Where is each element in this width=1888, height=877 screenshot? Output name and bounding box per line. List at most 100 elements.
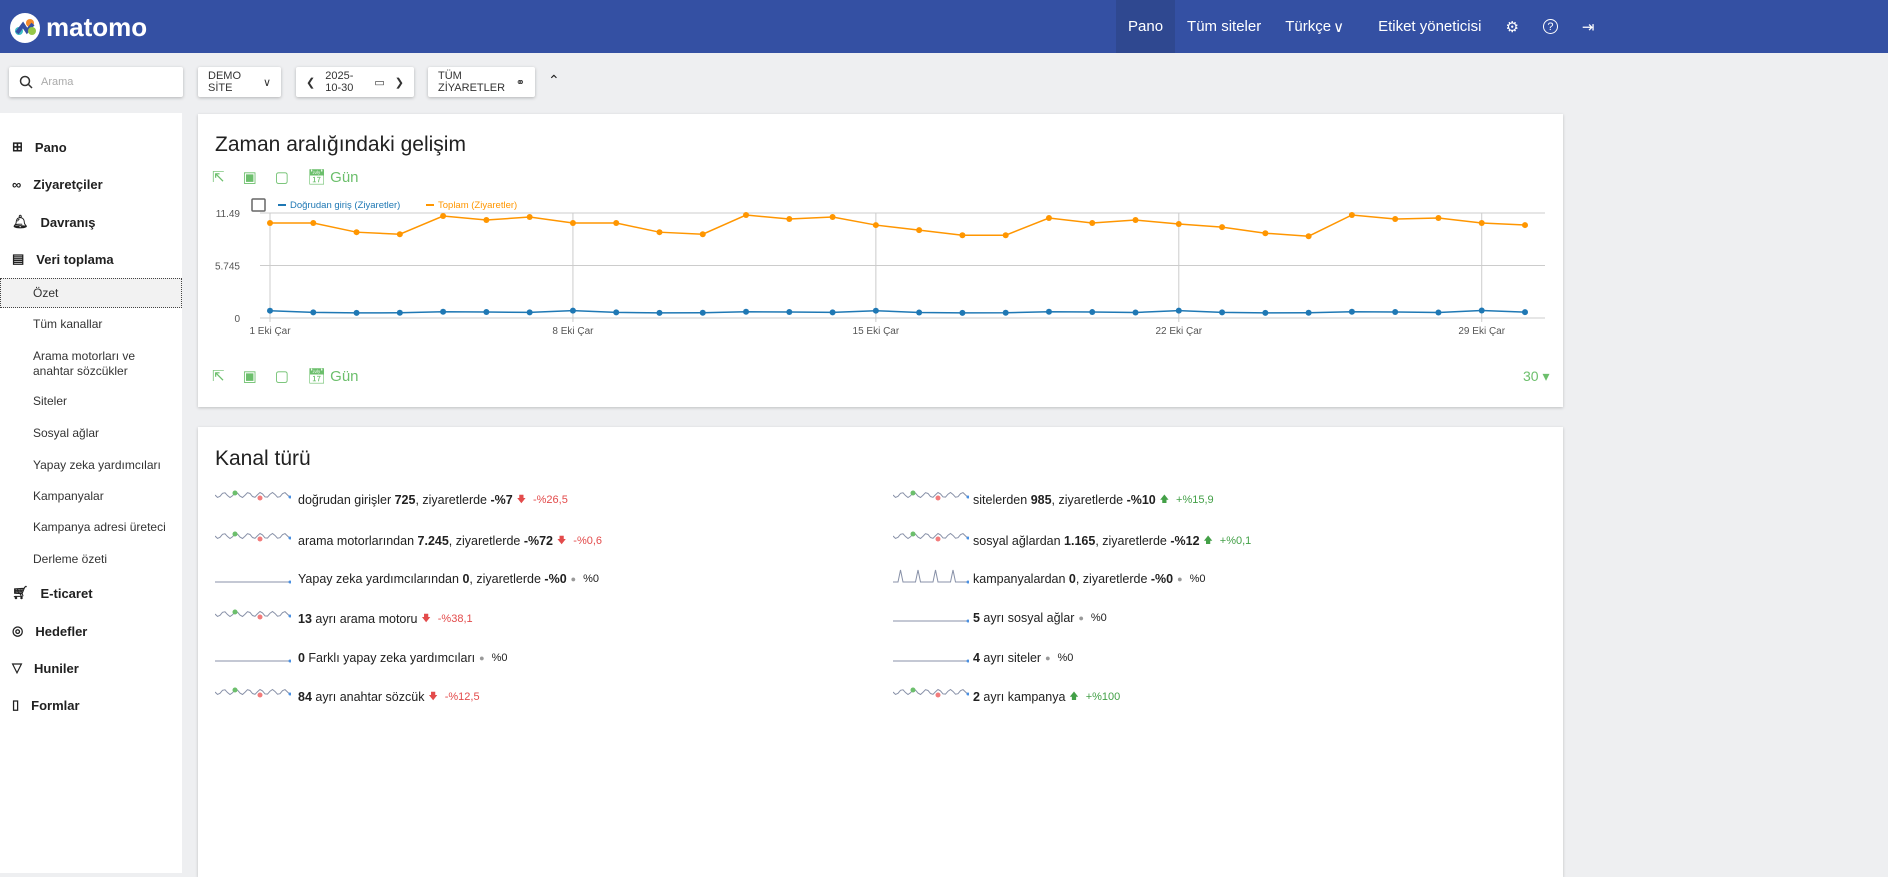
export-icon[interactable]: ⇱ (212, 169, 225, 186)
period-selector[interactable]: 📅︎ Gün (307, 367, 359, 385)
annotation-icon[interactable]: ▢ (274, 368, 289, 385)
widget-title: Kanal türü (215, 447, 311, 470)
search-placeholder: Arama (41, 76, 74, 88)
export-icon[interactable]: ⇱ (212, 368, 225, 385)
sidebar-sub-all-channels[interactable]: Tüm kanallar (33, 317, 103, 331)
trend-down-icon: 🡇 (421, 613, 431, 623)
trend-flat-icon: ● (1045, 653, 1051, 663)
sidebar-sub-summary[interactable]: Derleme özeti (33, 552, 108, 566)
channel-row: 84 ayrı anahtar sözcük 🡇 -%12,5 (298, 689, 480, 705)
image-icon[interactable]: ▣ (242, 368, 257, 385)
channel-row: 2 ayrı kampanya 🡅 +%100 (973, 689, 1120, 705)
segment-icon: ⚭ (515, 76, 525, 89)
widget-title: Zaman aralığındaki gelişim (215, 133, 466, 156)
annotation-icon[interactable]: ▢ (274, 169, 289, 186)
data-point (699, 309, 706, 316)
collapse-icon[interactable]: ⌃ (548, 72, 560, 88)
sidebar-label: Veri toplama (36, 251, 114, 267)
gear-icon[interactable]: ⚙ (1505, 18, 1519, 36)
image-icon[interactable]: ▣ (242, 169, 257, 186)
trend-flat-icon: ● (570, 574, 577, 584)
sidebar-item-behaviour[interactable]: 🔔︎ Davranış (12, 214, 95, 230)
sidebar-sub-campaigns[interactable]: Kampanyalar (33, 489, 104, 503)
sidebar-sub-websites[interactable]: Siteler (33, 394, 68, 408)
help-icon[interactable]: ? (1531, 0, 1570, 53)
limit-selector[interactable]: 30 ▾ (1523, 368, 1550, 384)
date-value: 2025-10-30 (325, 70, 354, 94)
data-point (526, 214, 533, 221)
sidebar-sub-search-engines[interactable]: Arama motorları ve anahtar sözcükler (33, 349, 136, 378)
nav-label: Pano (1128, 18, 1164, 35)
data-point (613, 220, 620, 227)
bell-icon: 🔔︎ (12, 214, 29, 229)
sparkline (215, 687, 291, 698)
evolution-widget (198, 114, 1563, 407)
data-point (569, 307, 576, 314)
funnel-icon: ▽ (12, 660, 22, 675)
nav-tag-manager[interactable]: Etiket yöneticisi (1366, 0, 1493, 53)
nav-language[interactable]: Türkçe ∨ (1273, 0, 1356, 53)
calendar-icon: 📅︎ (306, 368, 326, 385)
calendar-icon: 📅︎ (306, 169, 326, 186)
sidebar-item-acquisition[interactable]: ▤ Veri toplama (12, 251, 114, 267)
sidebar-item-visitors[interactable]: ∞ Ziyaretçiler (12, 177, 103, 192)
sidebar-sub-social[interactable]: Sosyal ağlar (33, 426, 100, 440)
sidebar-item-forms[interactable]: ▯ Formlar (12, 697, 80, 713)
sidebar-sub-campaign-url-builder[interactable]: Kampanya adresi üreteci (33, 520, 166, 534)
next-period-icon[interactable]: ❯ (394, 76, 404, 89)
sidebar-item-goals[interactable]: ◎ Hedefler (12, 623, 87, 639)
sparkline (215, 531, 291, 542)
trend-flat-icon: ● (1177, 574, 1183, 584)
sidebar: ⊞ Pano ∞ Ziyaretçiler 🔔︎ Davranış ▤ Veri top… (0, 113, 182, 873)
y-tick-label: 11.49 (216, 209, 241, 220)
trend-percentage: -%12,5 (444, 691, 480, 703)
data-point (786, 308, 793, 315)
period-selector[interactable]: 📅︎ Gün (307, 168, 359, 186)
row-text: 0 Farklı yapay zeka yardımcıları (298, 651, 476, 665)
prev-period-icon[interactable]: ❮ (306, 76, 316, 89)
brand-name: matomo (46, 12, 148, 42)
date-selector[interactable]: ❮ 2025-10-30 ▭ ❯ (296, 67, 414, 97)
logout-icon[interactable]: ⇥ (1581, 18, 1595, 36)
nav-pano[interactable]: Pano (1116, 0, 1176, 53)
matomo-logo-icon (10, 12, 40, 43)
acquisition-icon: ▤ (12, 251, 25, 266)
sidebar-sub-overview[interactable]: Özet (33, 286, 59, 300)
data-point (1305, 233, 1312, 240)
row-text: 5 ayrı sosyal ağlar (973, 611, 1075, 625)
sidebar-sub-ai-assistants[interactable]: Yapay zeka yardımcıları (33, 458, 161, 472)
sidebar-item-funnels[interactable]: ▽ Huniler (12, 660, 79, 676)
data-point (1045, 308, 1052, 315)
calendar-icon: ▭ (374, 76, 385, 89)
data-point (743, 308, 750, 315)
sidebar-item-pano[interactable]: ⊞ Pano (12, 139, 67, 155)
data-point (569, 220, 576, 227)
trend-percentage: +%0,1 (1219, 535, 1252, 547)
channel-type-widget (198, 427, 1563, 877)
data-point (267, 220, 273, 227)
data-point (1348, 308, 1355, 315)
sidebar-item-ecommerce[interactable]: 🛒︎ E-ticaret (12, 585, 93, 601)
site-selector[interactable]: DEMO SİTE ∨ (198, 67, 281, 97)
x-tick-label: 15 Eki Çar (853, 326, 900, 337)
nav-label: Etiket yöneticisi (1378, 18, 1482, 35)
row-text: 2 ayrı kampanya (973, 690, 1066, 704)
data-point (396, 309, 403, 316)
data-point (440, 308, 447, 315)
sidebar-selected-highlight (0, 278, 182, 308)
x-tick-label: 8 Eki Çar (552, 326, 594, 337)
sidebar-label: Davranış (40, 214, 96, 230)
data-point (786, 216, 793, 223)
channel-row: kampanyalardan 0, ziyaretlerde -%0 ● %0 (973, 572, 1205, 586)
row-text: sitelerden 985, ziyaretlerde -%10 (973, 493, 1156, 507)
data-point (396, 231, 403, 238)
matomo-logo[interactable]: matomo (10, 12, 147, 43)
search-input[interactable]: Arama (9, 67, 183, 97)
data-point (1175, 307, 1182, 314)
y-tick-label: 5.745 (215, 262, 240, 273)
nav-all-sites[interactable]: Tüm siteler (1175, 0, 1273, 53)
channel-row: 5 ayrı sosyal ağlar ● %0 (973, 611, 1107, 625)
channel-row: Yapay zeka yardımcılarından 0, ziyaretle… (298, 572, 599, 586)
segment-selector[interactable]: TÜM ZİYARETLER ⚭ (428, 67, 535, 97)
row-text: kampanyalardan 0, ziyaretlerde -%0 (973, 572, 1174, 586)
